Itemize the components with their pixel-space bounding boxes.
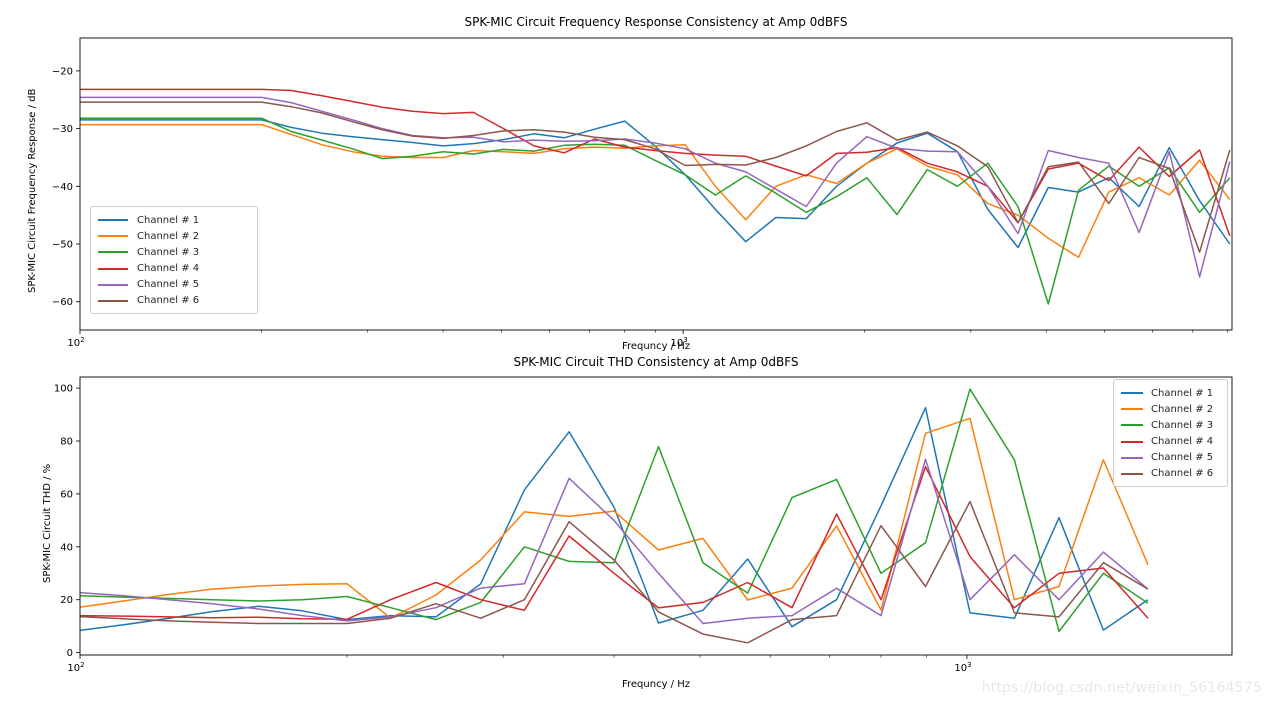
series-line-2 <box>79 417 1149 619</box>
y-tick-label: 0 <box>67 648 73 659</box>
top-chart-title: SPK-MIC Circuit Frequency Response Consi… <box>464 15 848 29</box>
legend-label: Channel # 4 <box>137 263 200 275</box>
legend-item: Channel # 5 <box>98 277 249 293</box>
y-tick-label: 80 <box>60 437 73 448</box>
series-line-6 <box>80 101 1231 253</box>
series-line-5 <box>80 96 1231 278</box>
legend-label: Channel # 6 <box>137 295 200 307</box>
legend-label: Channel # 4 <box>1151 436 1214 448</box>
series-line-1 <box>79 406 1149 632</box>
y-tick-label: −40 <box>52 182 73 193</box>
legend-item: Channel # 6 <box>1121 466 1219 482</box>
legend-line-swatch <box>1121 472 1143 475</box>
legend-line-swatch <box>98 299 128 302</box>
watermark: https://blog.csdn.net/weixin_56164575 <box>981 680 1262 696</box>
y-tick-label: −50 <box>52 240 73 251</box>
legend-item: Channel # 5 <box>1121 450 1219 466</box>
legend-label: Channel # 1 <box>137 214 200 226</box>
legend-label: Channel # 1 <box>1151 387 1214 399</box>
legend-line-swatch <box>1121 408 1143 411</box>
legend-label: Channel # 3 <box>1151 419 1214 431</box>
bottom-chart-legend: Channel # 1 Channel # 2 Channel # 3 Channel… <box>1113 379 1228 487</box>
top-chart-x-axis-label: Frequncy / Hz <box>621 341 690 352</box>
y-tick-label: 100 <box>54 384 73 395</box>
x-tick-label: 102 <box>67 661 84 674</box>
bottom-chart-x-axis-label: Frequncy / Hz <box>621 679 690 690</box>
legend-item: Channel # 2 <box>98 228 249 244</box>
legend-item: Channel # 3 <box>1121 417 1219 433</box>
legend-label: Channel # 5 <box>1151 452 1214 464</box>
legend-line-swatch <box>98 235 128 238</box>
series-line-6 <box>79 500 1149 644</box>
x-tick-label: 103 <box>954 661 971 674</box>
y-tick-label: 20 <box>60 595 73 606</box>
legend-line-swatch <box>1121 456 1143 459</box>
legend-line-swatch <box>98 283 128 286</box>
y-tick-label: −30 <box>52 124 73 135</box>
legend-label: Channel # 3 <box>137 246 200 258</box>
fr-chart: 102 103 −20 −30 −40 −50 −60 <box>52 37 1233 349</box>
x-tick-label: 102 <box>67 336 84 349</box>
legend-item: Channel # 2 <box>1121 401 1219 417</box>
y-tick-label: −60 <box>52 297 73 308</box>
legend-line-swatch <box>1121 440 1143 443</box>
legend-label: Channel # 2 <box>1151 403 1214 415</box>
legend-label: Channel # 2 <box>137 230 200 242</box>
legend-line-swatch <box>98 219 128 222</box>
series-line-3 <box>79 388 1149 633</box>
bottom-chart-y-axis-label: SPK-MIC Circuit THD / % <box>42 463 53 583</box>
top-chart-y-axis-label: SPK-MIC Circuit Frequency Response / dB <box>27 88 38 293</box>
series-line-4 <box>79 465 1149 621</box>
legend-item: Channel # 4 <box>98 261 249 277</box>
legend-line-swatch <box>98 267 128 270</box>
series-line-2 <box>80 123 1231 259</box>
y-tick-label: −20 <box>52 66 73 77</box>
legend-line-swatch <box>1121 392 1143 395</box>
legend-item: Channel # 1 <box>98 212 249 228</box>
legend-item: Channel # 4 <box>1121 434 1219 450</box>
x-tick-label: 103 <box>671 336 688 349</box>
y-tick-label: 60 <box>60 489 73 500</box>
thd-chart: 102 103 0 20 40 60 80 100 <box>54 376 1233 674</box>
legend-item: Channel # 1 <box>1121 385 1219 401</box>
series-line-5 <box>79 458 1149 625</box>
legend-label: Channel # 6 <box>1151 468 1214 480</box>
bottom-chart-title: SPK-MIC Circuit THD Consistency at Amp 0… <box>513 355 799 369</box>
plot-border <box>79 376 1233 656</box>
legend-line-swatch <box>1121 424 1143 427</box>
legend-line-swatch <box>98 251 128 254</box>
y-tick-label: 40 <box>60 542 73 553</box>
legend-item: Channel # 3 <box>98 244 249 260</box>
series-line-3 <box>80 117 1231 305</box>
legend-label: Channel # 5 <box>137 279 200 291</box>
top-chart-legend: Channel # 1 Channel # 2 Channel # 3 Channel… <box>90 206 258 314</box>
plot-border <box>79 37 1233 331</box>
legend-item: Channel # 6 <box>98 293 249 309</box>
